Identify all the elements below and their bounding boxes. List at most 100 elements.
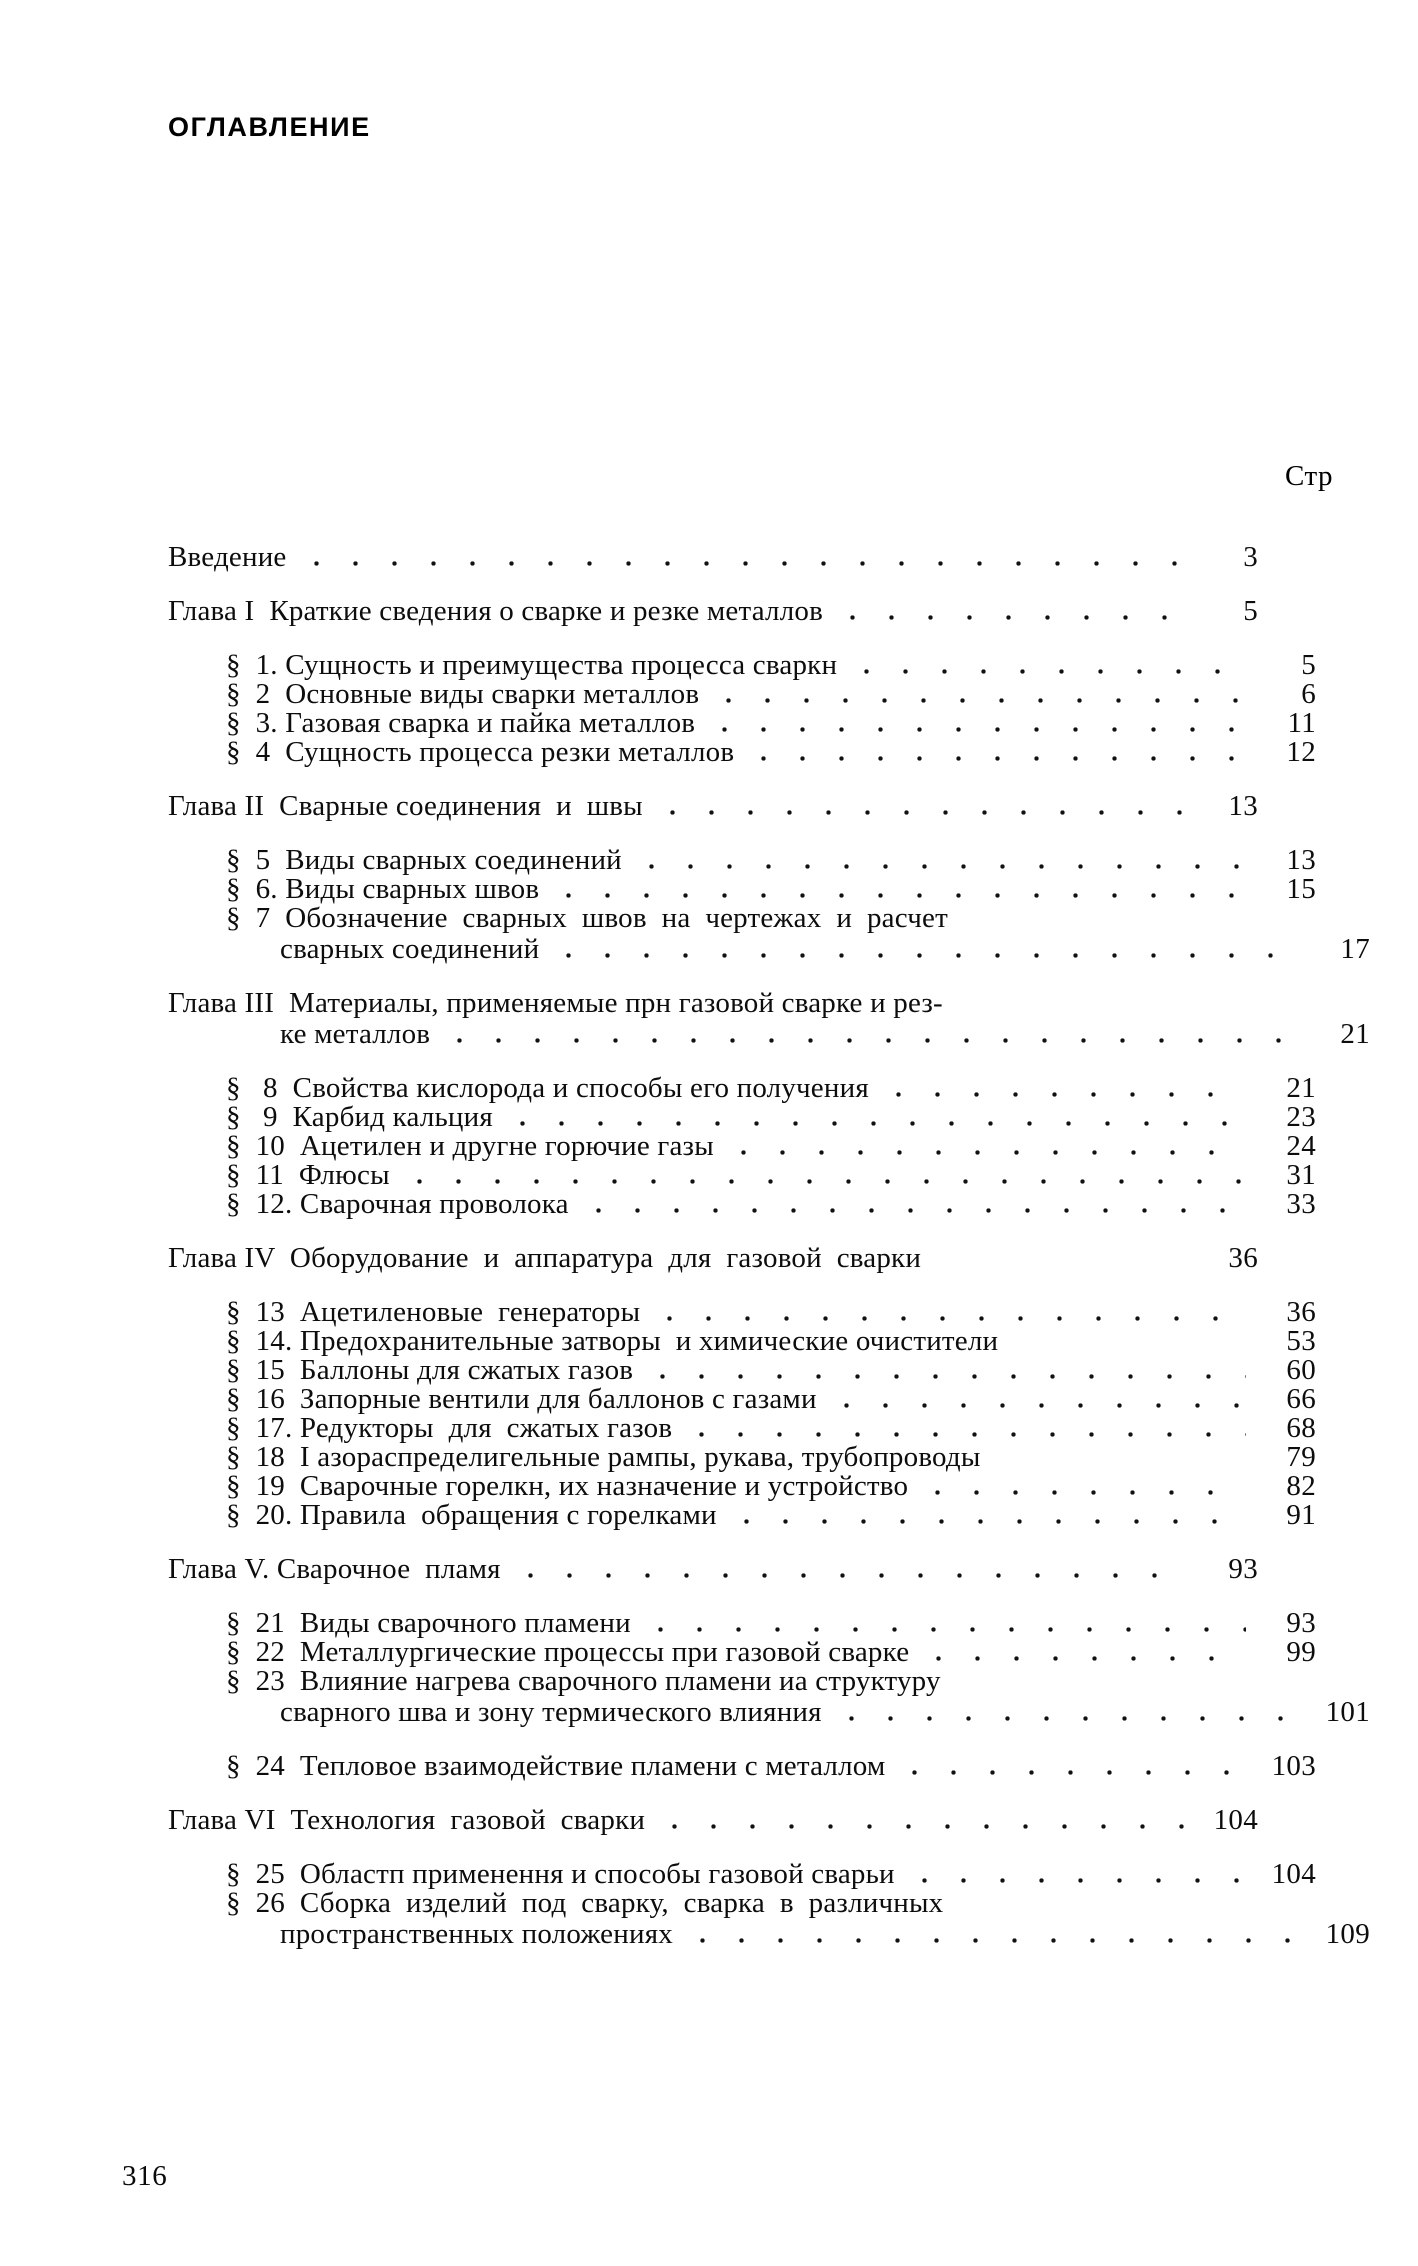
dot-leader bbox=[953, 989, 1188, 1018]
toc-entry-page-number: 5 bbox=[1301, 649, 1316, 681]
toc-entry-label: § 8 Свойства кислорода и способы его пол… bbox=[226, 1072, 869, 1104]
toc-entry[interactable]: Глава II Сварные соединения и швы 13 bbox=[168, 792, 1258, 821]
dot-leader bbox=[826, 1385, 1246, 1414]
dot-leader bbox=[723, 1132, 1246, 1161]
dot-leader bbox=[991, 1443, 1246, 1472]
dot-leader bbox=[652, 792, 1188, 821]
dot-leader bbox=[1008, 1327, 1246, 1356]
dot-leader bbox=[440, 1020, 1300, 1049]
page-column-header: Стр bbox=[1285, 460, 1333, 492]
toc-entry[interactable]: § 22 Металлургические процессы при газов… bbox=[226, 1638, 1316, 1667]
dot-leader bbox=[631, 846, 1246, 875]
dot-leader bbox=[951, 1667, 1246, 1696]
toc-entry[interactable]: Глава V. Сварочное пламя 93 bbox=[168, 1555, 1258, 1584]
dot-leader bbox=[682, 1414, 1246, 1443]
toc-entry[interactable]: § 20. Правила обращения с горелками 91 bbox=[226, 1501, 1316, 1530]
toc-entry[interactable]: сварных соединений 17 bbox=[280, 935, 1370, 964]
toc-entry[interactable]: Введение 3 bbox=[168, 543, 1258, 572]
toc-entry-page-number: 104 bbox=[1213, 1804, 1258, 1836]
toc-entry-label: Глава I Краткие сведения о сварке и резк… bbox=[168, 595, 823, 627]
toc-entry[interactable]: Глава VI Технология газовой сварки 104 bbox=[168, 1806, 1258, 1835]
toc-entry[interactable]: § 10 Ацетилен и другне горючие газы 24 bbox=[226, 1132, 1316, 1161]
toc-entry-label: сварного шва и зону термического влияния bbox=[280, 1696, 822, 1728]
toc-entry-page-number: 66 bbox=[1286, 1383, 1316, 1415]
folio-number: 316 bbox=[122, 2160, 168, 2192]
toc-entry-page-number: 33 bbox=[1286, 1188, 1316, 1220]
toc-entry[interactable]: § 12. Сварочная проволока 33 bbox=[226, 1190, 1316, 1219]
dot-leader bbox=[744, 738, 1246, 767]
toc-entry[interactable]: Глава IV Оборудование и аппаратура для г… bbox=[168, 1244, 1258, 1273]
toc-entry-label: ке металлов bbox=[280, 1018, 431, 1050]
toc-entry-label: § 19 Сварочные горелкн, их назначение и … bbox=[226, 1470, 909, 1502]
toc-entry-page-number: 12 bbox=[1286, 736, 1316, 768]
toc-entry-label: Введение bbox=[168, 541, 287, 573]
toc-entry[interactable]: § 11 Флюсы 31 bbox=[226, 1161, 1316, 1190]
toc-entry[interactable]: § 17. Редукторы для сжатых газов 68 bbox=[226, 1414, 1316, 1443]
toc-entry[interactable]: § 18 I азораспределигельные рампы, рукав… bbox=[226, 1443, 1316, 1472]
toc-entry-label: Глава VI Технология газовой сварки bbox=[168, 1804, 646, 1836]
toc-entry-page-number: 101 bbox=[1325, 1696, 1370, 1728]
toc-entry-page-number: 79 bbox=[1286, 1441, 1316, 1473]
dot-leader bbox=[502, 1103, 1246, 1132]
toc-entry-page-number: 23 bbox=[1286, 1101, 1316, 1133]
toc-entry[interactable]: § 14. Предохранительные затворы и химиче… bbox=[226, 1327, 1316, 1356]
toc-entry[interactable]: § 7 Обозначение сварных швов на чертежах… bbox=[226, 904, 1316, 933]
toc-entry-label: § 2 Основные виды сварки металлов bbox=[226, 678, 700, 710]
toc-entry-label: § 10 Ацетилен и другне горючие газы bbox=[226, 1130, 714, 1162]
toc-entry[interactable]: § 19 Сварочные горелкн, их назначение и … bbox=[226, 1472, 1316, 1501]
dot-leader bbox=[919, 1638, 1246, 1667]
toc-entry-label: § 13 Ацетиленовые генераторы bbox=[226, 1296, 641, 1328]
toc-entry-page-number: 31 bbox=[1286, 1159, 1316, 1191]
toc-entry-page-number: 36 bbox=[1228, 1242, 1258, 1274]
toc-entry[interactable]: § 2 Основные виды сварки металлов 6 bbox=[226, 680, 1316, 709]
toc-entry[interactable]: сварного шва и зону термического влияния… bbox=[280, 1698, 1370, 1727]
dot-leader bbox=[958, 904, 1246, 933]
toc-entry[interactable]: § 21 Виды сварочного пламени 93 bbox=[226, 1609, 1316, 1638]
toc-entry-page-number: 53 bbox=[1286, 1325, 1316, 1357]
dot-leader bbox=[650, 1298, 1246, 1327]
dot-leader bbox=[549, 875, 1246, 904]
dot-leader bbox=[831, 1698, 1300, 1727]
toc-entry-page-number: 13 bbox=[1286, 844, 1316, 876]
toc-entry[interactable]: Глава I Краткие сведения о сварке и резк… bbox=[168, 597, 1258, 626]
toc-entry-page-number: 93 bbox=[1286, 1607, 1316, 1639]
toc-entry-label: § 26 Сборка изделий под сварку, сварка в… bbox=[226, 1887, 944, 1919]
toc-entry[interactable]: § 9 Карбид кальция 23 bbox=[226, 1103, 1316, 1132]
toc-entry-page-number: 15 bbox=[1286, 873, 1316, 905]
dot-leader bbox=[709, 680, 1246, 709]
dot-leader bbox=[878, 1074, 1246, 1103]
toc-entry[interactable]: § 23 Влияние нагрева сварочного пламени … bbox=[226, 1667, 1316, 1696]
toc-entry[interactable]: § 3. Газовая сварка и пайка металлов 11 bbox=[226, 709, 1316, 738]
toc-entry-label: Глава V. Сварочное пламя bbox=[168, 1553, 501, 1585]
toc-entry[interactable]: § 15 Баллоны для сжатых газов 60 bbox=[226, 1356, 1316, 1385]
toc-entry[interactable]: § 6. Виды сварных швов 15 bbox=[226, 875, 1316, 904]
toc-entry-page-number: 17 bbox=[1340, 933, 1370, 965]
toc-entry[interactable]: § 8 Свойства кислорода и способы его пол… bbox=[226, 1074, 1316, 1103]
toc-entry[interactable]: ке металлов 21 bbox=[280, 1020, 1370, 1049]
dot-leader bbox=[904, 1860, 1246, 1889]
toc-entry-label: сварных соединений bbox=[280, 933, 540, 965]
toc-entry[interactable]: § 5 Виды сварных соединений 13 bbox=[226, 846, 1316, 875]
toc-entry[interactable]: § 25 Областп применення и способы газово… bbox=[226, 1860, 1316, 1889]
dot-leader bbox=[399, 1161, 1246, 1190]
toc-entry-page-number: 60 bbox=[1286, 1354, 1316, 1386]
dot-leader bbox=[847, 651, 1246, 680]
toc-entry-page-number: 6 bbox=[1301, 678, 1316, 710]
toc-entry[interactable]: пространственных положениях 109 bbox=[280, 1920, 1370, 1949]
toc-entry[interactable]: § 4 Сущность процесса резки металлов 12 bbox=[226, 738, 1316, 767]
toc-entry-label: § 6. Виды сварных швов bbox=[226, 873, 540, 905]
toc-entry-label: § 12. Сварочная проволока bbox=[226, 1188, 569, 1220]
toc-entry[interactable]: § 13 Ацетиленовые генераторы 36 bbox=[226, 1298, 1316, 1327]
toc-entry[interactable]: § 26 Сборка изделий под сварку, сварка в… bbox=[226, 1889, 1316, 1918]
dot-leader bbox=[953, 1889, 1246, 1918]
toc-entry[interactable]: § 24 Тепловое взаимодействие пламени с м… bbox=[226, 1752, 1316, 1781]
toc-entry-label: § 23 Влияние нагрева сварочного пламени … bbox=[226, 1665, 941, 1697]
toc-entry[interactable]: § 16 Запорные вентили для баллонов с газ… bbox=[226, 1385, 1316, 1414]
dot-leader bbox=[682, 1920, 1300, 1949]
toc-entry-page-number: 36 bbox=[1286, 1296, 1316, 1328]
toc-entry-page-number: 5 bbox=[1243, 595, 1258, 627]
dot-leader bbox=[510, 1555, 1188, 1584]
toc-entry[interactable]: Глава III Материалы, применяемые прн газ… bbox=[168, 989, 1258, 1018]
toc-entry[interactable]: § 1. Сущность и преимущества процесса св… bbox=[226, 651, 1316, 680]
